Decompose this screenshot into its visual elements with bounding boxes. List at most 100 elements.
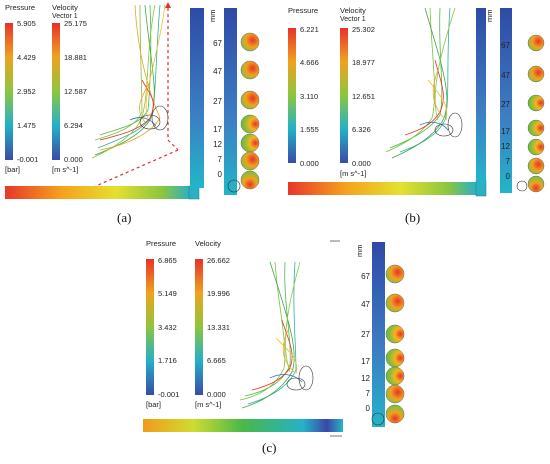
axis-tick: 47 bbox=[501, 71, 510, 80]
pressure-tick: 6.865 bbox=[158, 256, 177, 265]
cross-section-disc bbox=[385, 384, 405, 404]
cross-section-disc bbox=[385, 348, 405, 368]
pressure-tick: 0.000 bbox=[300, 159, 319, 168]
velocity-colorbar bbox=[52, 23, 60, 160]
cross-section-disc bbox=[240, 32, 260, 52]
axis-tick: 12 bbox=[501, 142, 510, 151]
cross-section-disc bbox=[385, 404, 405, 424]
axis-unit: mm bbox=[485, 10, 494, 23]
cross-section-disc bbox=[527, 138, 545, 156]
cross-section-disc bbox=[385, 264, 405, 284]
pressure-tick: 1.716 bbox=[158, 356, 177, 365]
outlet-ring bbox=[298, 365, 314, 391]
outlet-ring bbox=[227, 179, 241, 193]
annotation-arrow bbox=[79, 8, 179, 194]
outlet-pipe bbox=[476, 8, 486, 182]
axis-tick: 7 bbox=[506, 157, 511, 166]
section-axis bbox=[500, 8, 512, 193]
axis-tick: 7 bbox=[218, 155, 223, 164]
pressure-tick: 3.432 bbox=[158, 323, 177, 332]
velocity-tick: 0.000 bbox=[64, 155, 83, 164]
velocity-colorbar bbox=[195, 259, 203, 395]
velocity-tick: 0.000 bbox=[207, 390, 226, 399]
velocity-tick: 12.651 bbox=[352, 92, 375, 101]
axis-tick: 17 bbox=[501, 127, 510, 136]
panel-a: Pressure 5.905 4.429 2.952 1.475 -0.001 … bbox=[5, 2, 260, 200]
outlet-ring bbox=[516, 180, 528, 192]
cross-section-disc bbox=[385, 324, 405, 344]
velocity-tick: 18.977 bbox=[352, 58, 375, 67]
axis-tick: 67 bbox=[501, 41, 510, 50]
pressure-colorbar bbox=[146, 259, 154, 395]
velocity-unit: [m s^-1] bbox=[340, 169, 366, 178]
axis-tick: 12 bbox=[213, 140, 222, 149]
velocity-tick: 25.175 bbox=[64, 19, 87, 28]
inlet-pipe bbox=[143, 419, 343, 432]
axis-unit: mm bbox=[355, 245, 364, 258]
cross-section-disc bbox=[527, 119, 545, 137]
pressure-tick: -0.001 bbox=[17, 155, 38, 164]
velocity-colorbar bbox=[340, 28, 348, 163]
cross-section-disc bbox=[527, 175, 545, 193]
cross-section-disc bbox=[385, 293, 405, 313]
axis-tick: 17 bbox=[361, 357, 370, 366]
velocity-tick: 6.294 bbox=[64, 121, 83, 130]
axis-tick: 0 bbox=[506, 172, 511, 181]
panel-c: Pressure 6.865 5.149 3.432 1.716 -0.001 … bbox=[143, 239, 405, 437]
pressure-legend-title: Pressure bbox=[288, 6, 318, 15]
velocity-unit: [m s^-1] bbox=[195, 400, 221, 409]
streamlines bbox=[385, 7, 456, 159]
pressure-tick: 6.221 bbox=[300, 25, 319, 34]
velocity-tick: 13.331 bbox=[207, 323, 230, 332]
axis-unit: mm bbox=[208, 10, 217, 23]
axis-tick: 0 bbox=[218, 170, 223, 179]
pressure-tick: 5.905 bbox=[17, 19, 36, 28]
streamlines bbox=[239, 261, 303, 409]
axis-tick: 0 bbox=[366, 404, 371, 413]
axis-tick: 67 bbox=[361, 272, 370, 281]
velocity-legend-subtitle: Vector 1 bbox=[340, 16, 366, 23]
cross-section-disc bbox=[240, 133, 260, 153]
pressure-unit: [bar] bbox=[5, 165, 20, 174]
pressure-unit: [bar] bbox=[146, 400, 161, 409]
axis-tick: 7 bbox=[366, 389, 371, 398]
arrowhead-up bbox=[165, 2, 171, 8]
axis-tick: 17 bbox=[213, 125, 222, 134]
pressure-tick: 2.952 bbox=[17, 87, 36, 96]
velocity-legend-title: Velocity bbox=[52, 3, 78, 12]
pressure-tick: 1.555 bbox=[300, 125, 319, 134]
cross-section-disc bbox=[385, 366, 405, 386]
outlet-ring bbox=[447, 112, 463, 138]
velocity-legend-subtitle: Vector 1 bbox=[52, 13, 78, 20]
pressure-colorbar bbox=[288, 28, 296, 163]
pressure-tick: 4.429 bbox=[17, 53, 36, 62]
cross-section-disc bbox=[527, 65, 545, 83]
cross-section-disc bbox=[240, 114, 260, 134]
outlet-ring bbox=[371, 412, 385, 426]
axis-tick: 27 bbox=[501, 100, 510, 109]
section-axis bbox=[224, 8, 237, 195]
velocity-unit: [m s^-1] bbox=[52, 165, 78, 174]
cross-section-disc bbox=[527, 157, 545, 175]
inlet-pipe bbox=[5, 186, 190, 199]
velocity-legend-title: Velocity bbox=[340, 6, 366, 15]
velocity-tick: 18.881 bbox=[64, 53, 87, 62]
panel-b: Pressure 6.221 4.666 3.110 1.555 0.000 V… bbox=[288, 6, 545, 197]
velocity-tick: 26.662 bbox=[207, 256, 230, 265]
panel-caption-c: (c) bbox=[262, 440, 277, 455]
pressure-tick: -0.001 bbox=[158, 390, 179, 399]
axis-tick: 67 bbox=[213, 39, 222, 48]
axis-tick: 47 bbox=[213, 67, 222, 76]
axis-tick: 47 bbox=[361, 300, 370, 309]
velocity-tick: 6.665 bbox=[207, 356, 226, 365]
cross-section-disc bbox=[527, 34, 545, 52]
pressure-colorbar bbox=[5, 23, 13, 160]
pressure-legend-title: Pressure bbox=[5, 3, 35, 12]
pressure-legend-title: Pressure bbox=[146, 239, 176, 248]
cross-section-disc bbox=[240, 60, 260, 80]
pressure-tick: 5.149 bbox=[158, 289, 177, 298]
outlet-pipe bbox=[190, 8, 204, 188]
cross-section-disc bbox=[240, 170, 260, 190]
